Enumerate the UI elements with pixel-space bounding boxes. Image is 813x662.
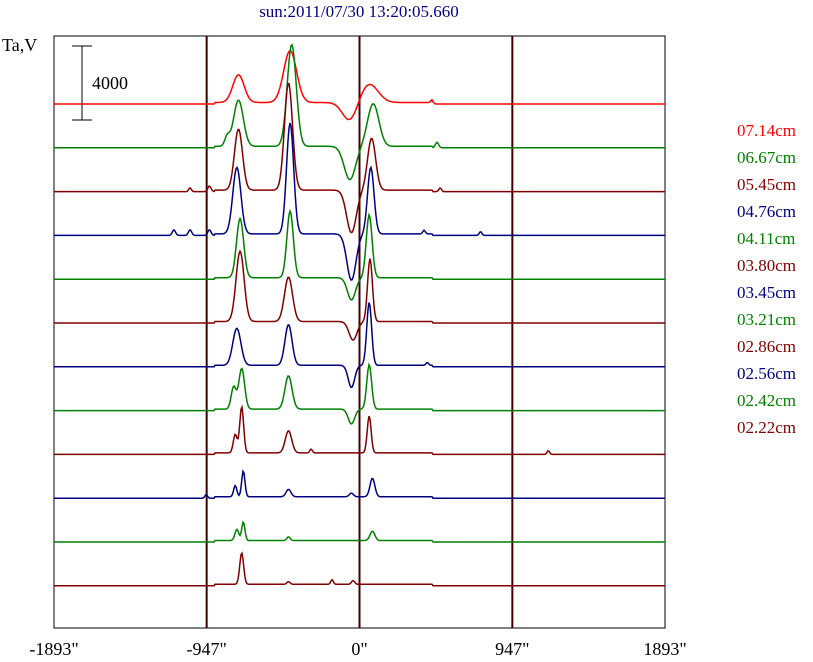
legend-item-03.21cm: 03.21cm <box>737 310 796 329</box>
trace-02.42cm <box>54 520 665 543</box>
x-tick-label-3: 947" <box>495 639 529 659</box>
trace-04.76cm <box>54 122 665 281</box>
x-tick-label-2: 0" <box>351 639 367 659</box>
trace-04.11cm <box>54 208 665 301</box>
legend-item-07.14cm: 07.14cm <box>737 121 796 140</box>
legend-item-03.45cm: 03.45cm <box>737 283 796 302</box>
trace-05.45cm <box>54 82 665 234</box>
trace-02.56cm <box>54 469 665 499</box>
x-tick-label-0: -1893" <box>29 639 78 659</box>
legend-item-02.86cm: 02.86cm <box>737 337 796 356</box>
legend-item-06.67cm: 06.67cm <box>737 148 796 167</box>
x-tick-labels: -1893" -947" 0" 947" 1893" <box>29 639 686 659</box>
trace-07.14cm <box>54 49 665 121</box>
trace-02.22cm <box>54 551 665 587</box>
scale-bar-label: 4000 <box>92 73 128 93</box>
legend-item-05.45cm: 05.45cm <box>737 175 796 194</box>
trace-02.86cm <box>54 404 665 456</box>
chart-title: sun:2011/07/30 13:20:05.660 <box>259 2 459 21</box>
trace-group <box>54 43 665 587</box>
trace-03.80cm <box>54 249 665 341</box>
legend: 07.14cm 06.67cm 05.45cm 04.76cm 04.11cm 03.80… <box>737 121 796 437</box>
legend-item-04.11cm: 04.11cm <box>737 229 795 248</box>
legend-item-02.22cm: 02.22cm <box>737 418 796 437</box>
legend-item-03.80cm: 03.80cm <box>737 256 796 275</box>
scale-bar: 4000 <box>72 45 128 121</box>
reference-lines <box>205 36 514 628</box>
legend-item-02.56cm: 02.56cm <box>737 364 796 383</box>
legend-item-02.42cm: 02.42cm <box>737 391 796 410</box>
y-axis-label: Ta,V <box>2 35 37 55</box>
x-tick-label-4: 1893" <box>643 639 686 659</box>
trace-06.67cm <box>54 43 665 181</box>
legend-item-04.76cm: 04.76cm <box>737 202 796 221</box>
trace-03.45cm <box>54 302 665 389</box>
trace-03.21cm <box>54 362 665 425</box>
x-tick-label-1: -947" <box>186 639 226 659</box>
